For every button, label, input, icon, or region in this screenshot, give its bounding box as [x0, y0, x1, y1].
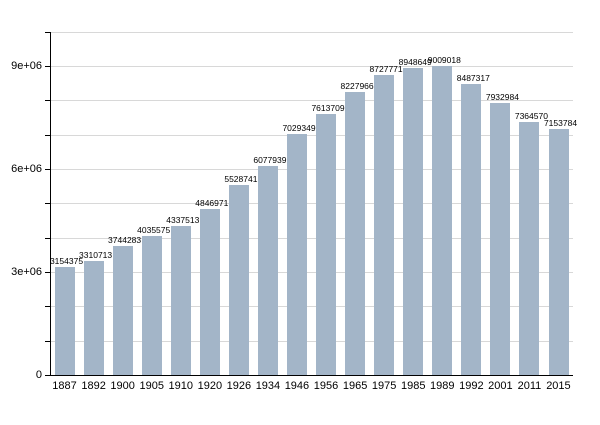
y-axis-tick	[45, 271, 50, 273]
bar-value-label: 7613709	[311, 102, 345, 113]
bar-value-label: 6077939	[253, 155, 287, 166]
bar	[316, 113, 336, 375]
x-axis-tick-label: 1887	[52, 380, 77, 392]
y-axis-tick-label: 6e+06	[11, 162, 42, 175]
x-axis-tick-label: 1975	[371, 380, 397, 392]
x-axis-tick-label: 2015	[546, 380, 571, 392]
bar-value-label: 4846971	[195, 197, 229, 208]
bar-value-label: 3310713	[79, 250, 113, 261]
bar	[287, 133, 307, 375]
bar-value-label: 7029349	[282, 122, 316, 133]
gridline	[50, 203, 573, 205]
gridline	[50, 168, 573, 170]
gridline	[50, 306, 573, 308]
bar	[345, 92, 366, 375]
y-axis-tick-label: 9e+06	[11, 59, 42, 72]
gridline	[50, 134, 573, 136]
bar-value-label: 7932984	[485, 91, 519, 102]
bar-value-label: 7364570	[514, 111, 548, 121]
bar	[490, 102, 511, 375]
y-axis-tick	[45, 65, 50, 67]
bar	[199, 208, 220, 375]
gridline	[50, 100, 573, 102]
y-axis-tick-label: 0	[35, 369, 42, 381]
y-axis-tick	[45, 100, 50, 102]
bar-value-label: 4035575	[137, 225, 171, 236]
bar-value-label: 8948649	[398, 56, 432, 67]
bar-value-label: 8487317	[456, 72, 490, 83]
bar	[257, 166, 278, 375]
bar-value-label: 5528741	[224, 174, 258, 185]
x-axis-tick-label: 1926	[226, 380, 252, 392]
x-axis-tick-label: 1910	[168, 380, 193, 392]
y-axis-tick-label: 3e+06	[11, 265, 42, 278]
x-axis-tick-label: 1946	[284, 380, 310, 392]
bar-value-label: 9009018	[427, 54, 461, 65]
x-axis-tick-label: 1900	[110, 380, 135, 392]
x-axis-tick-label: 1989	[429, 380, 455, 392]
bar-value-label: 8227966	[340, 81, 374, 92]
bar	[519, 122, 540, 375]
bar-value-label: 3154375	[49, 255, 84, 266]
y-axis-tick	[45, 203, 50, 205]
bar-value-label: 4337513	[166, 215, 200, 225]
bar	[170, 226, 191, 375]
gridline	[50, 237, 573, 239]
x-axis-tick-label: 1920	[197, 380, 223, 392]
x-axis-tick-label: 1956	[313, 380, 339, 392]
gridline	[50, 65, 573, 67]
y-axis-tick	[45, 31, 50, 33]
x-axis-tick-label: 1992	[459, 380, 484, 392]
bar	[461, 83, 482, 375]
x-axis-tick-label: 1985	[400, 380, 426, 392]
bar	[83, 261, 104, 375]
y-axis-tick	[45, 340, 50, 342]
bar-value-label: 3744283	[108, 235, 142, 246]
y-axis-tick	[45, 306, 50, 308]
x-axis-tick-label: 2001	[488, 380, 513, 392]
gridline	[50, 271, 573, 273]
bar-value-label: 7153784	[543, 118, 578, 129]
bar	[112, 246, 133, 375]
bar	[374, 75, 395, 375]
x-axis-tick-label: 1892	[81, 380, 106, 392]
bar	[54, 266, 75, 375]
y-axis-tick	[45, 237, 50, 239]
x-axis-tick-label: 1905	[139, 380, 164, 392]
x-axis-line	[50, 375, 573, 376]
bar	[432, 65, 453, 375]
gridline	[50, 340, 573, 342]
bar-value-label: 8727771	[369, 64, 403, 75]
x-axis-tick-label: 1934	[255, 380, 281, 392]
y-axis-tick	[45, 134, 50, 136]
y-axis-line	[50, 31, 51, 375]
gridline	[50, 31, 573, 33]
bar	[228, 185, 249, 375]
y-axis-tick	[45, 375, 50, 376]
x-axis-tick-label: 2011	[517, 380, 542, 392]
bar	[403, 67, 424, 375]
y-axis-tick	[45, 168, 50, 170]
x-axis-tick-label: 1965	[342, 380, 368, 392]
bar	[548, 129, 569, 375]
bar	[141, 236, 162, 375]
